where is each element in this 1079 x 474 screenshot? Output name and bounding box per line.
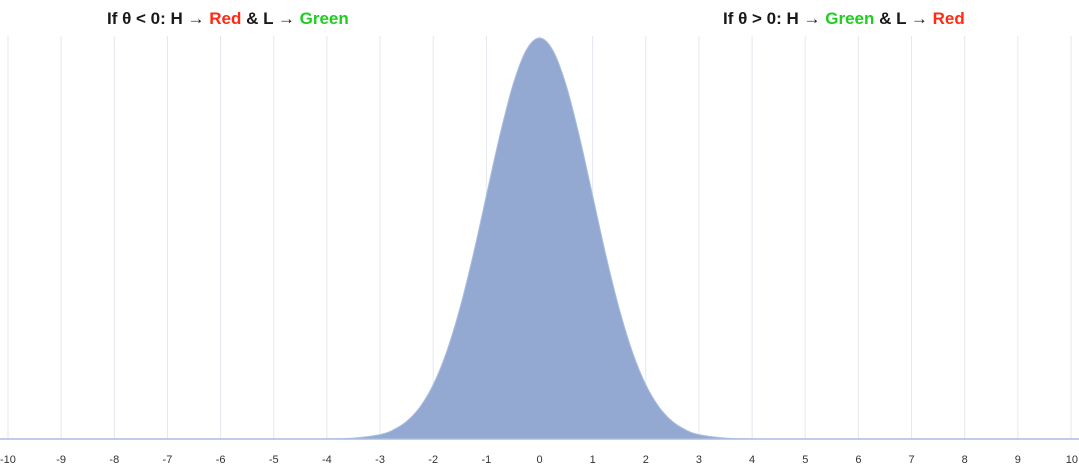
left-rule-annotation: If θ < 0: H → Red & L → Green (107, 9, 349, 29)
right-rule-red-label: Red (932, 9, 965, 28)
x-tick-label: -5 (269, 454, 279, 466)
x-tick-label: 6 (855, 454, 861, 466)
x-tick-label: 3 (696, 454, 702, 466)
right-rule-green-label: Green (825, 9, 875, 28)
x-tick-label: 9 (1015, 454, 1021, 466)
x-tick-label: -7 (163, 454, 173, 466)
x-tick-label: -9 (56, 454, 66, 466)
x-tick-label: -6 (216, 454, 226, 466)
x-tick-label: 5 (802, 454, 808, 466)
left-rule-prefix: If θ < 0: H → (107, 9, 210, 28)
left-rule-green-label: Green (299, 9, 349, 28)
left-rule-red-label: Red (209, 9, 242, 28)
x-tick-label: 0 (536, 454, 542, 466)
x-tick-label: -1 (481, 454, 491, 466)
right-rule-annotation: If θ > 0: H → Green & L → Red (723, 9, 965, 29)
x-tick-label: 4 (749, 454, 755, 466)
right-rule-prefix: If θ > 0: H → (723, 9, 826, 28)
right-rule-middle: & L → (874, 9, 933, 28)
left-rule-middle: & L → (241, 9, 300, 28)
x-tick-label: 8 (962, 454, 968, 466)
x-tick-label: 7 (908, 454, 914, 466)
x-tick-label: -2 (428, 454, 438, 466)
x-tick-label: -10 (0, 454, 16, 466)
x-tick-label: 1 (590, 454, 596, 466)
x-tick-label: -8 (109, 454, 119, 466)
x-tick-label: 10 (1066, 454, 1078, 466)
x-axis-tick-labels: -10 -9 -8 -7 -6 -5 -4 -3 -2 -1 0 1 2 3 4 5 6 7 8 9 10 (0, 454, 1078, 466)
x-tick-label: -4 (322, 454, 332, 466)
distribution-area (8, 37, 1071, 440)
x-tick-label: -3 (375, 454, 385, 466)
x-tick-label: 2 (643, 454, 649, 466)
